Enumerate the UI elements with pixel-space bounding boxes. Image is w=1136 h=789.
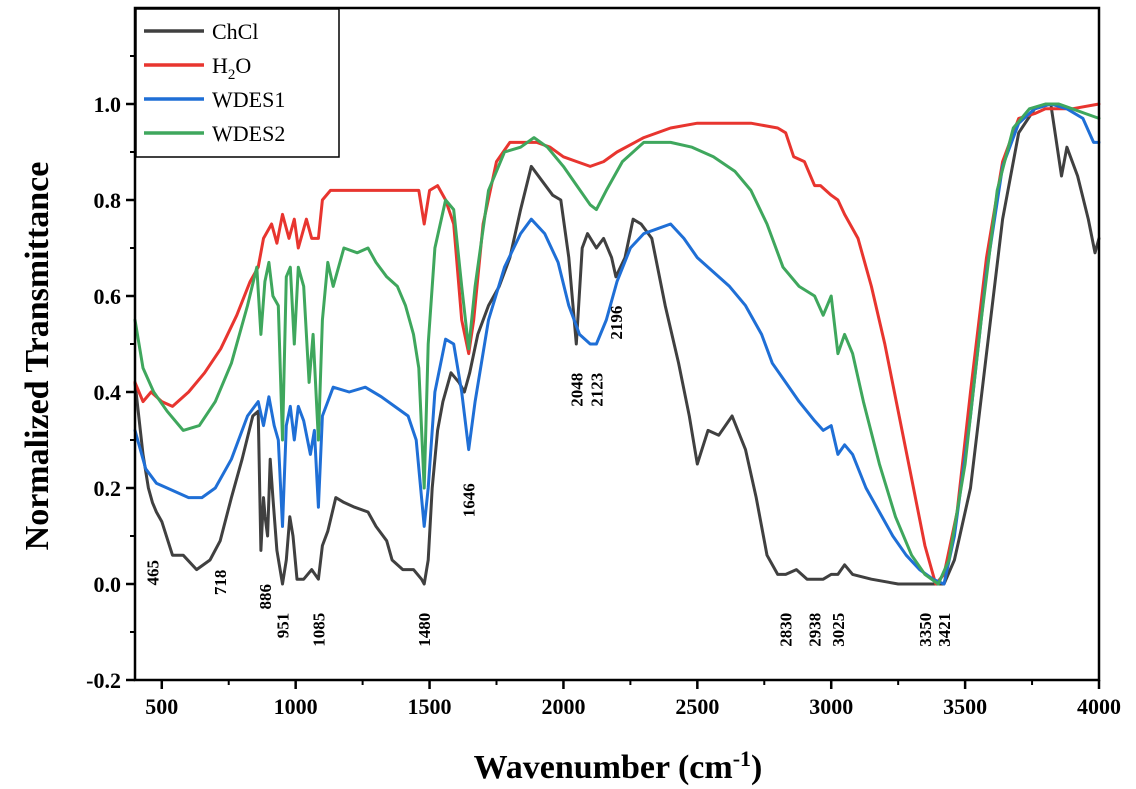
legend-label-main: WDES2 <box>212 121 285 146</box>
axes-layer: 500 1000 1500 2000 2500 3000 3500 4000 -0.2 0.0 0.… <box>86 6 1121 719</box>
peak-label: 3025 <box>829 613 848 647</box>
peak-label: 1646 <box>460 483 479 517</box>
annotation-layer: 465 718 886 951 1085 1480 1646 2048 2123 2196 2830… <box>143 306 954 647</box>
y-tick-label: 1.0 <box>94 92 122 117</box>
legend-label-subscript: 2 <box>228 67 236 83</box>
y-tick-label: 0.4 <box>94 380 122 405</box>
legend-label-main: ChCl <box>212 19 258 44</box>
y-tick-label: 0.2 <box>94 476 122 501</box>
y-tick-label: 0.8 <box>94 188 122 213</box>
peak-label: 2123 <box>587 373 606 407</box>
peak-label: 1085 <box>309 613 328 647</box>
peak-label: 2938 <box>806 613 825 647</box>
x-tick-label: 1500 <box>408 694 452 719</box>
x-axis-title-main: Wavenumber (cm <box>474 749 733 786</box>
legend-label-main: WDES1 <box>212 87 285 112</box>
y-axis-title: Normalized Transmittance <box>19 162 56 551</box>
peak-label: 886 <box>256 584 275 610</box>
x-axis-title: Wavenumber (cm-1) <box>474 746 763 786</box>
legend: ChCl H2O WDES1 WDES2 <box>135 8 340 158</box>
legend-label: WDES1 <box>212 87 285 112</box>
legend-label-end: O <box>235 53 251 78</box>
legend-label-main: H <box>212 53 228 78</box>
x-axis-title-superscript: -1 <box>733 746 751 771</box>
peak-label: 2048 <box>567 373 586 407</box>
x-tick-label: 3500 <box>943 694 987 719</box>
y-tick-label: -0.2 <box>86 668 121 693</box>
peak-label: 3421 <box>935 613 954 647</box>
series-layer <box>133 102 1101 586</box>
series-line-wdes2 <box>133 102 1101 586</box>
x-tick-label: 1000 <box>274 694 318 719</box>
peak-label: 1480 <box>415 613 434 647</box>
x-axis-title-end: ) <box>751 749 762 786</box>
x-tick-label: 2000 <box>541 694 585 719</box>
peak-label: 3350 <box>916 613 935 647</box>
x-tick-label: 2500 <box>675 694 719 719</box>
peak-label: 2196 <box>607 306 626 340</box>
series-line-wdes1 <box>133 102 1101 586</box>
peak-label: 465 <box>143 560 162 586</box>
peak-label: 2830 <box>777 613 796 647</box>
peak-label: 951 <box>274 613 293 639</box>
legend-label: ChCl <box>212 19 258 44</box>
x-tick-label: 4000 <box>1077 694 1121 719</box>
peak-label: 718 <box>211 570 230 596</box>
series-line-h2o <box>133 102 1101 586</box>
y-tick-label: 0.6 <box>94 284 122 309</box>
x-tick-label: 500 <box>145 694 178 719</box>
legend-label: WDES2 <box>212 121 285 146</box>
y-tick-label: 0.0 <box>94 572 122 597</box>
x-tick-label: 3000 <box>809 694 853 719</box>
legend-label: H2O <box>212 53 251 83</box>
